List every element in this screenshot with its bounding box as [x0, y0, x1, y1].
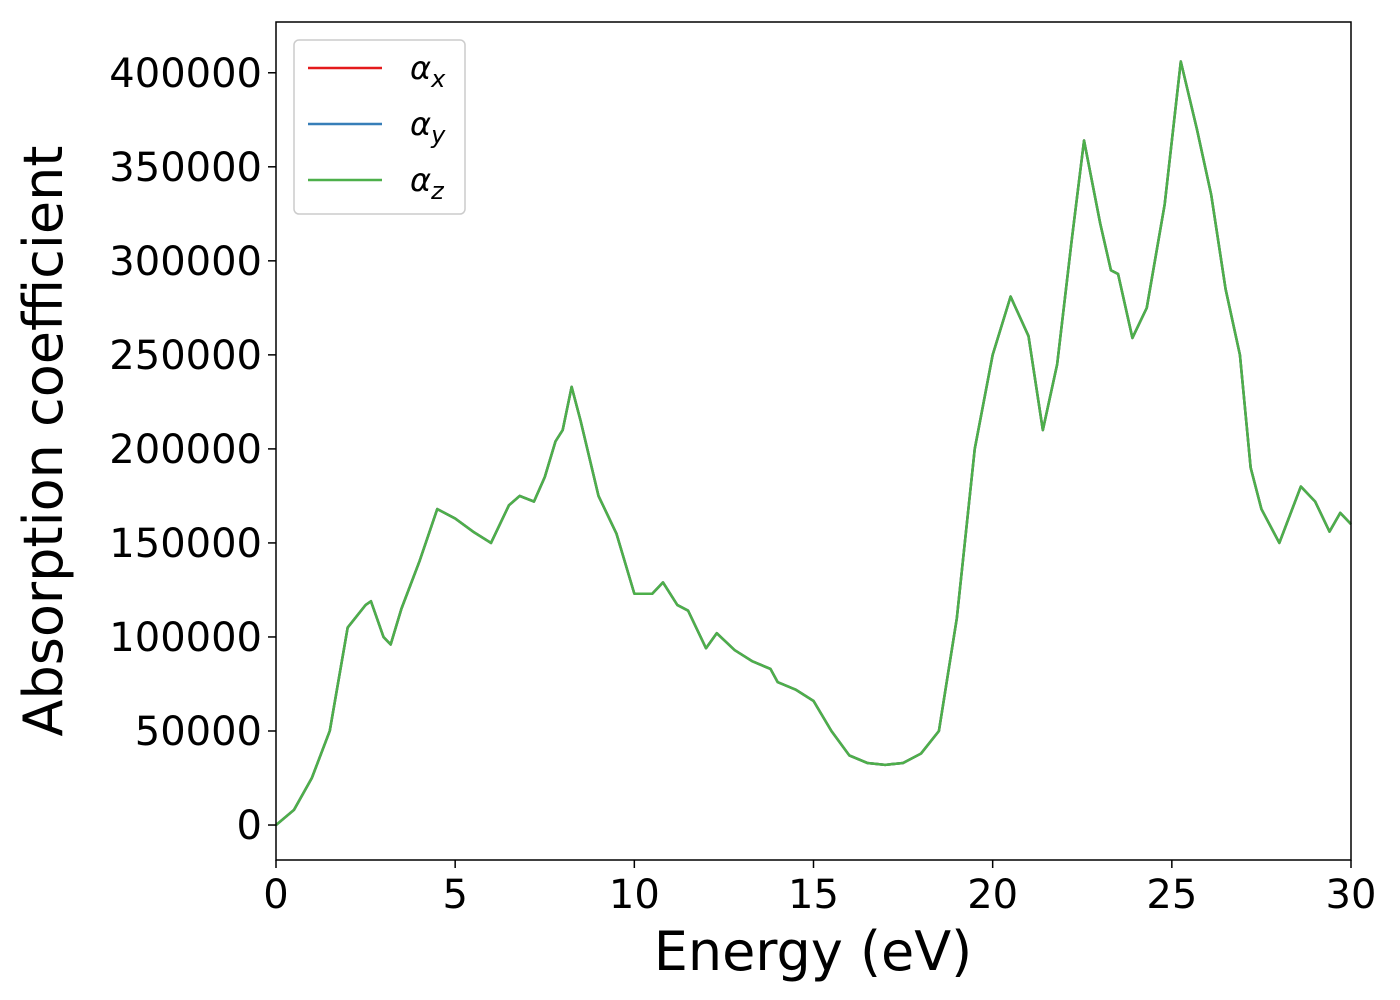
y-tick-label: 50000 — [135, 709, 262, 755]
legend-label: αy — [410, 105, 446, 149]
x-tick-label: 5 — [442, 872, 467, 918]
legend: αx αy αz — [293, 39, 466, 215]
y-tick-label: 150000 — [109, 521, 262, 567]
legend-label: αz — [410, 161, 445, 205]
y-tick-label: 100000 — [109, 615, 262, 661]
legend-label: αx — [410, 49, 446, 93]
data-line — [275, 60, 1352, 826]
y-tick-label: 0 — [237, 803, 262, 849]
y-tick-label: 400000 — [109, 51, 262, 97]
x-tick-label: 20 — [967, 872, 1018, 918]
y-axis-label: Absorption coefficient — [12, 146, 75, 737]
x-tick-label: 10 — [609, 872, 660, 918]
x-tick-label: 30 — [1326, 872, 1377, 918]
legend-box — [293, 39, 466, 215]
plot-frame — [275, 21, 1352, 861]
x-axis-label: Energy (eV) — [654, 920, 973, 983]
y-tick-label: 250000 — [109, 333, 262, 379]
y-tick-label: 350000 — [109, 145, 262, 191]
x-tick-label: 25 — [1146, 872, 1197, 918]
x-tick-label: 15 — [788, 872, 839, 918]
x-tick-label: 0 — [263, 872, 288, 918]
y-tick-label: 300000 — [109, 239, 262, 285]
y-tick-label: 200000 — [109, 427, 262, 473]
